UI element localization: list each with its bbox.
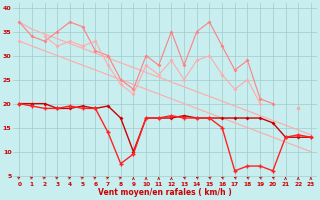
X-axis label: Vent moyen/en rafales ( km/h ): Vent moyen/en rafales ( km/h ) bbox=[98, 188, 232, 197]
